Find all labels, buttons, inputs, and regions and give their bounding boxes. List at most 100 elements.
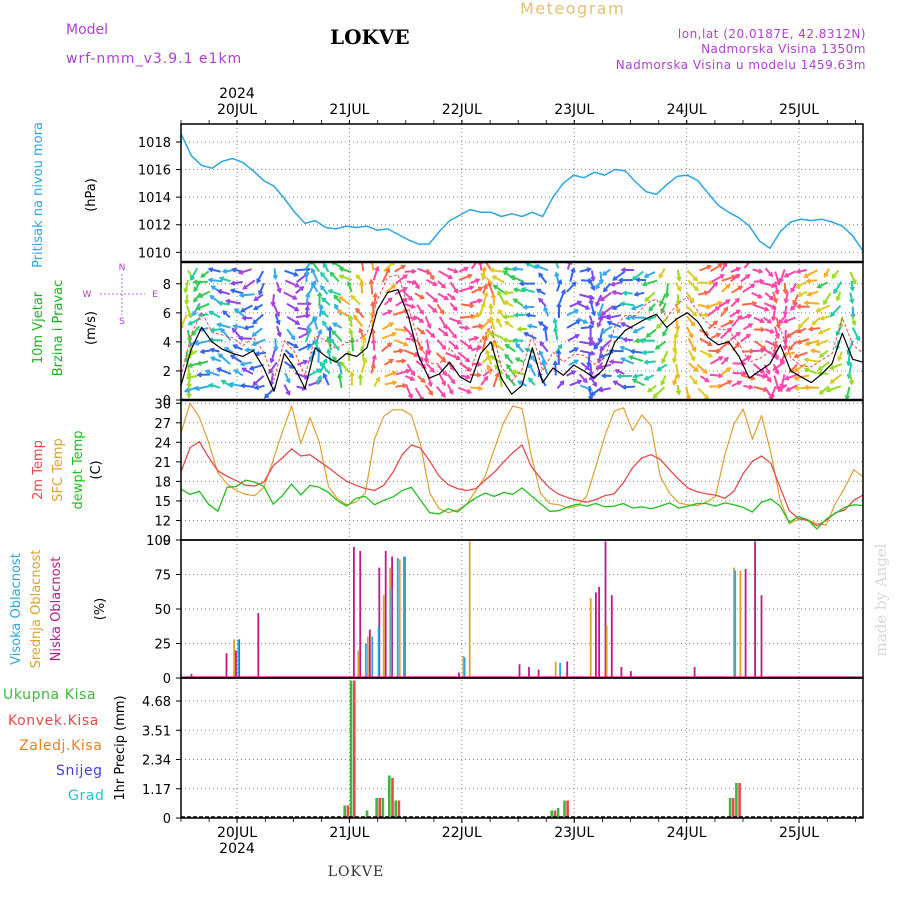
wind-arrow-head — [419, 294, 425, 300]
cloud-bar-low — [620, 667, 623, 678]
wind-arrow — [458, 286, 474, 293]
wind-arrow — [233, 324, 245, 329]
watermark: made by Angel — [872, 543, 890, 656]
wind-arrow — [426, 339, 431, 355]
wind-arrow-head — [316, 368, 322, 374]
wind-arrow — [787, 340, 798, 351]
wind-arrow — [458, 267, 469, 273]
wind-arrow — [258, 282, 265, 295]
wind-arrow — [254, 293, 264, 302]
wind-arrow — [322, 263, 330, 273]
wind-arrow — [632, 378, 645, 387]
wind-arrow — [631, 303, 644, 310]
wind-arrow-head — [207, 277, 214, 283]
wind-arrow-head — [759, 278, 765, 285]
wind-arrow — [805, 339, 820, 346]
wind-arrow — [184, 279, 189, 293]
wind-arrow — [686, 269, 698, 282]
wind-arrow-head — [408, 295, 414, 301]
wind-arrow — [709, 356, 723, 365]
wind-arrow-head — [204, 369, 210, 375]
wind-arrow — [210, 348, 220, 353]
wind-arrow — [606, 314, 622, 320]
wind-arrow — [566, 281, 577, 293]
wind-arrow-head — [538, 297, 544, 303]
wind-arrow — [644, 271, 656, 278]
wind-arrow — [763, 348, 777, 358]
wind-arrow — [347, 281, 353, 293]
wind-arrow-head — [659, 300, 665, 306]
wind-arrow-head — [326, 348, 332, 354]
wind-arrow-head — [759, 318, 765, 324]
wind-arrow-head — [638, 337, 644, 344]
wind-arrow — [743, 384, 753, 389]
wind-arrow-head — [185, 374, 191, 381]
wind-arrow-head — [181, 325, 185, 329]
wind-arrow-head — [194, 385, 200, 392]
wind-arrow — [823, 268, 830, 278]
wind-arrow — [403, 302, 415, 309]
wind-arrow-head — [622, 337, 628, 343]
wind-arrow-head — [516, 326, 522, 332]
wind-arrow — [807, 290, 819, 297]
wind-arrow — [406, 280, 416, 285]
wind-arrow-head — [588, 375, 594, 381]
wind-arrow — [773, 360, 786, 371]
wind-arrow — [242, 279, 256, 290]
wind-arrow-head — [627, 354, 634, 361]
wind-arrow-head — [611, 305, 617, 310]
wind-arrow — [402, 290, 413, 301]
wind-arrow — [538, 350, 547, 365]
wind-arrow — [818, 372, 829, 375]
wind-arrow-head — [338, 266, 344, 272]
wind-arrow — [394, 264, 406, 273]
wind-arrow-head — [746, 313, 753, 319]
wind-arrow-head — [288, 353, 295, 359]
y-tick-label: 2 — [163, 365, 171, 380]
wind-arrow-head — [450, 295, 456, 301]
wind-arrow — [329, 271, 340, 283]
wind-arrow — [646, 315, 657, 321]
y-tick-label: 4 — [163, 336, 171, 351]
wind-arrow — [468, 336, 479, 341]
wind-arrow-head — [196, 360, 202, 366]
wind-arrow-head — [790, 287, 796, 294]
wind-arrow — [383, 358, 394, 366]
wind-arrow-head — [597, 364, 603, 370]
wind-arrow-head — [421, 363, 427, 369]
wind-arrow — [610, 360, 623, 364]
grid-layer — [181, 124, 863, 818]
wind-arrow — [697, 291, 709, 296]
wind-arrow-head — [369, 257, 373, 261]
wind-arrow — [425, 279, 437, 286]
wind-arrow-head — [582, 319, 589, 324]
wind-arrow — [395, 369, 410, 376]
wind-arrow-head — [735, 273, 741, 279]
wind-arrow-head — [829, 364, 835, 370]
wind-arrow-head — [272, 274, 278, 281]
wind-arrow-head — [819, 315, 825, 321]
wind-arrow — [490, 268, 504, 273]
model-label: Model — [66, 22, 108, 38]
y-tick-label: 1.17 — [142, 783, 171, 798]
cloud-bar-mid — [605, 625, 608, 678]
wind-arrow — [741, 314, 752, 320]
wind-arrow-head — [332, 355, 338, 361]
wind-arrow — [438, 373, 446, 386]
cloud-bar-low — [630, 671, 632, 678]
wind-arrow-head — [779, 358, 785, 365]
wind-arrow — [567, 334, 580, 342]
wind-arrow — [284, 372, 291, 383]
wind-arrow — [355, 307, 365, 319]
cloud-bar-low — [190, 673, 193, 678]
wind-arrow-head — [477, 286, 484, 292]
wind-arrow — [469, 299, 482, 305]
wind-arrow — [762, 282, 776, 288]
wind-arrow — [754, 304, 769, 312]
wind-arrow-head — [502, 290, 508, 296]
wind-arrow-head — [233, 369, 239, 375]
wind-arrow — [634, 291, 645, 296]
wind-arrow — [283, 291, 297, 300]
wind-arrow-head — [268, 368, 274, 375]
wind-arrow-head — [216, 288, 222, 295]
